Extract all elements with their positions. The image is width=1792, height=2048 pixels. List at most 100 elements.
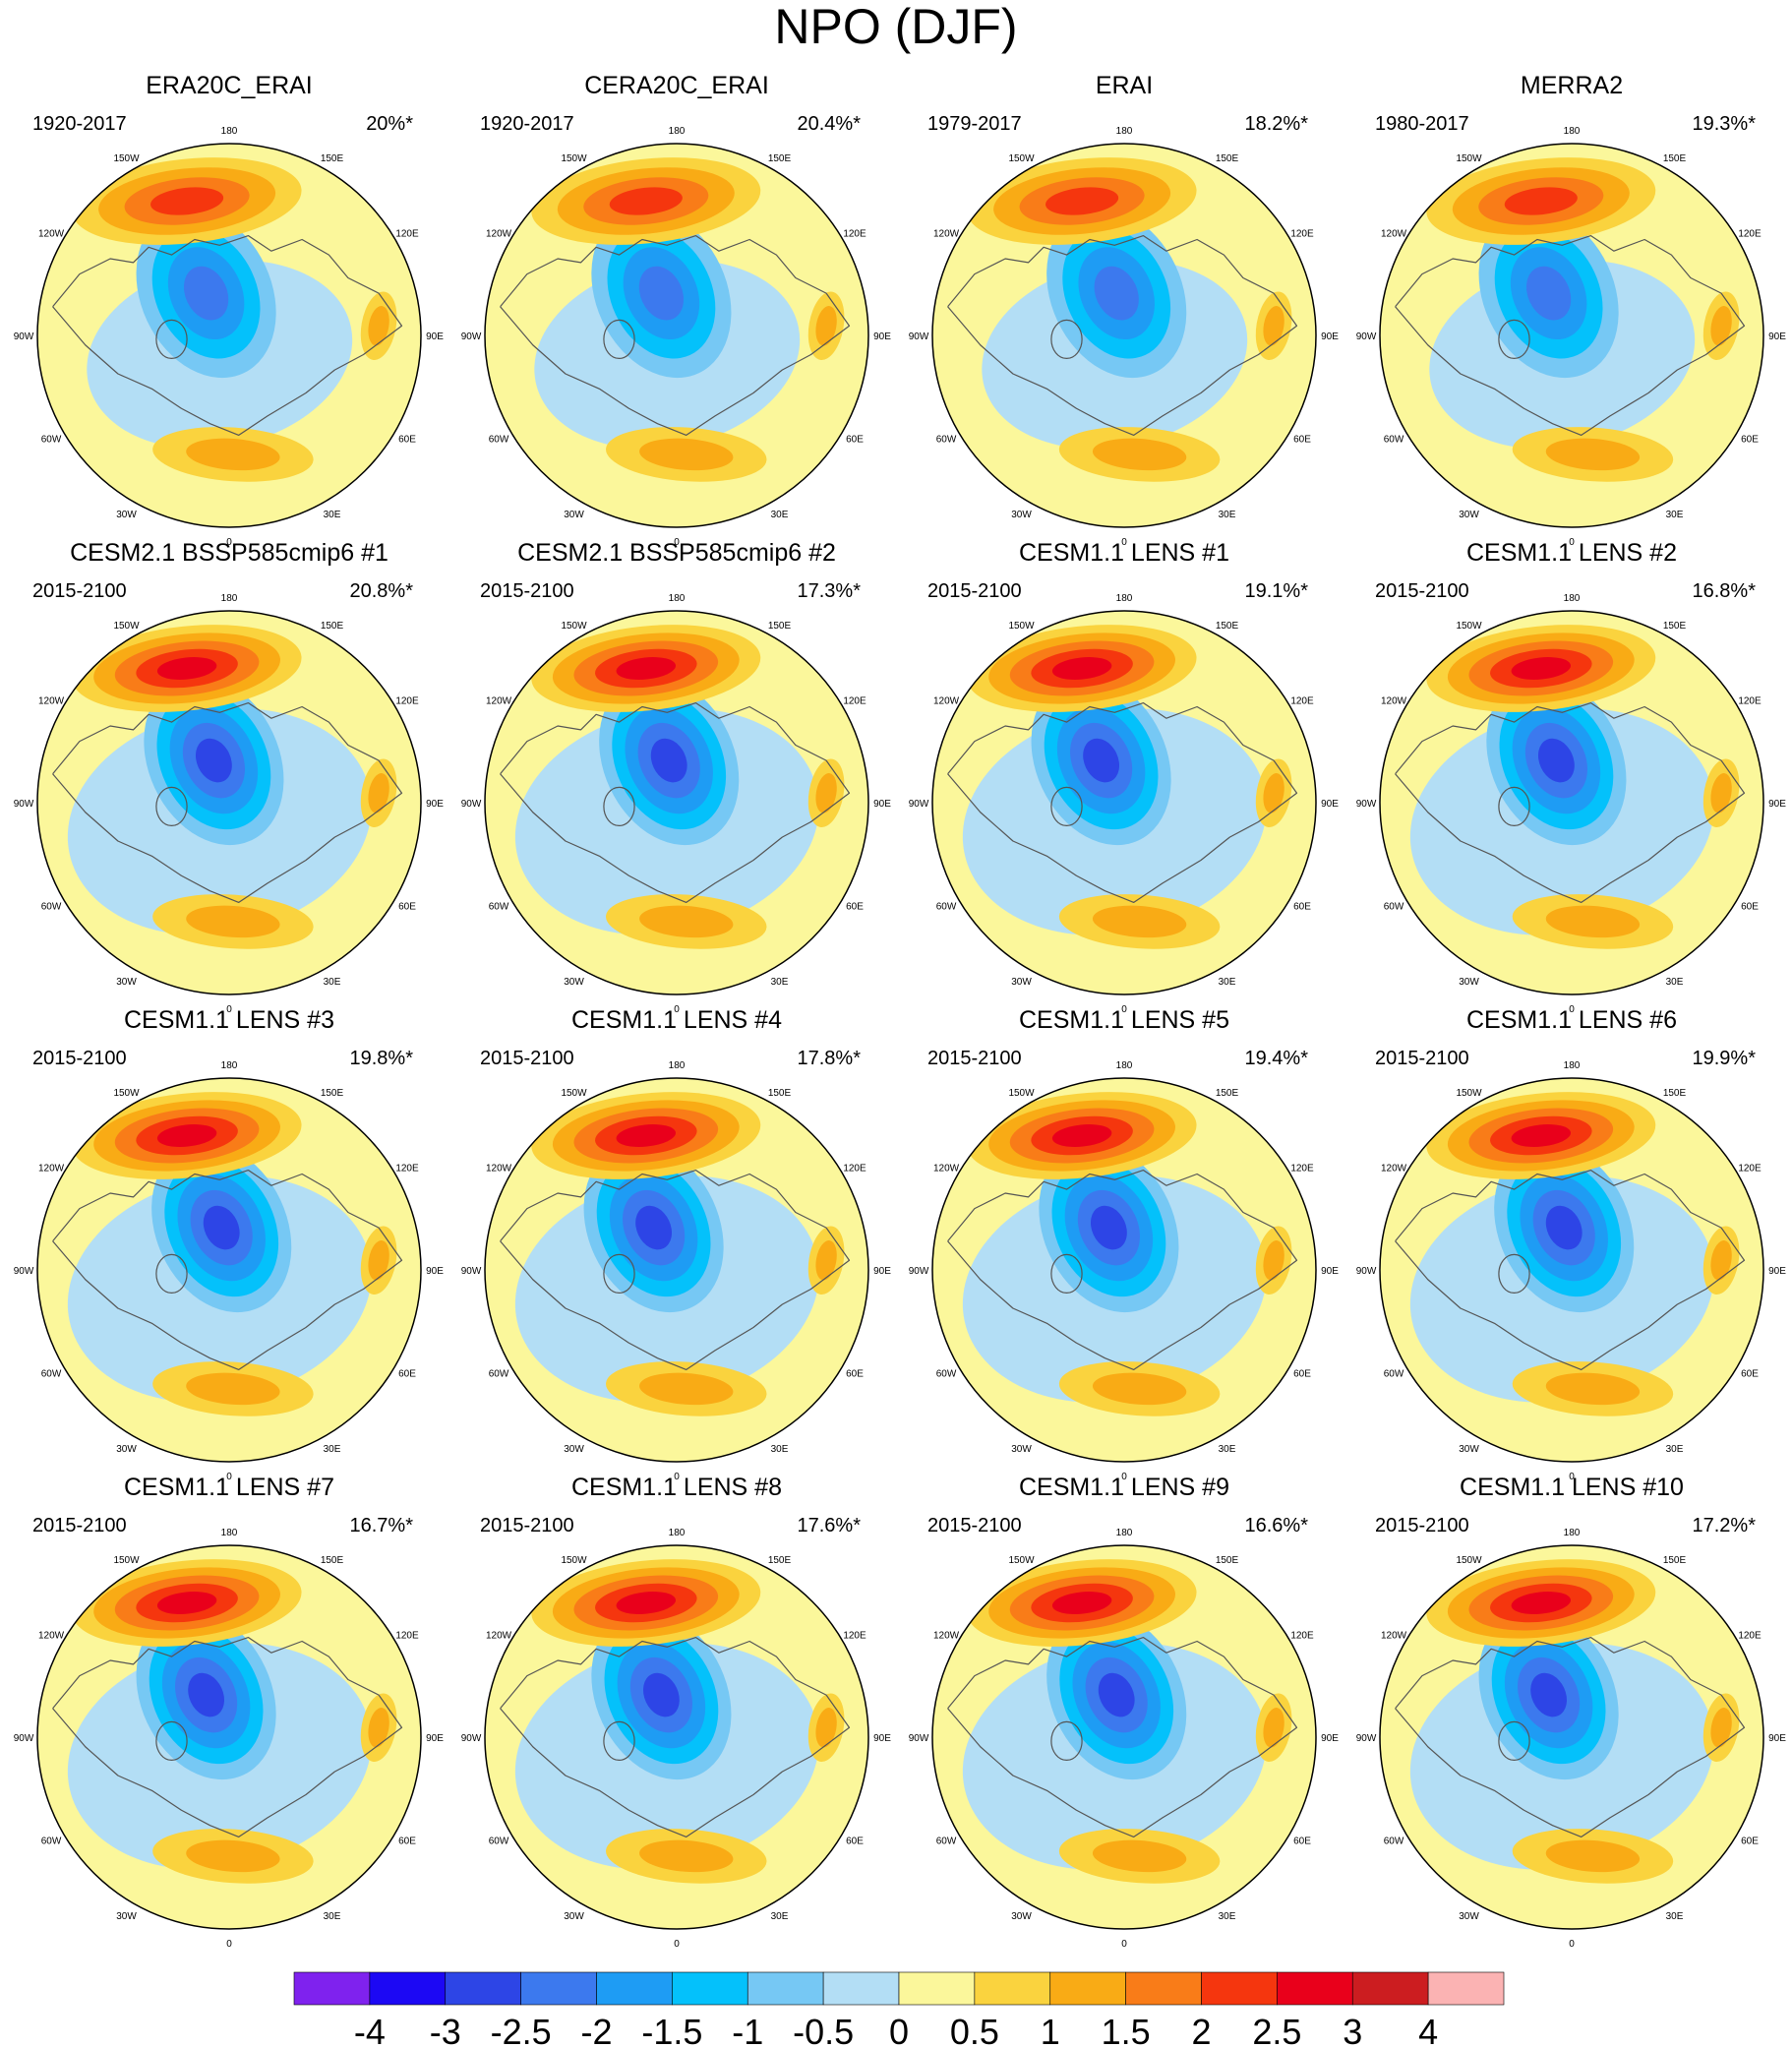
panel-variance: 16.6%* bbox=[1245, 1515, 1309, 1536]
longitude-label: 30E bbox=[1219, 1911, 1236, 1922]
longitude-label: 180 bbox=[1564, 1528, 1581, 1538]
longitude-label: 120E bbox=[1738, 1164, 1762, 1175]
pos-atlantic-contour bbox=[186, 438, 280, 471]
pos-atlantic-contour bbox=[1092, 1372, 1187, 1406]
longitude-label: 60W bbox=[41, 1837, 62, 1847]
coastline bbox=[500, 1636, 851, 1838]
colorbar-tick-label: -2.5 bbox=[491, 2012, 552, 2048]
panel-period: 1920-2017 bbox=[32, 113, 127, 135]
pos-atlantic-contour bbox=[639, 1372, 734, 1406]
map-border bbox=[931, 1544, 1317, 1930]
polar-map: 180 150E 120E 90E 60E 30E 0 30W 60W 90W 120W 150W bbox=[909, 593, 1340, 1015]
polar-map: 180 150E 120E 90E 60E 30E 0 30W 60W 90W 120W 150W bbox=[909, 126, 1340, 548]
panel-title: CESM1.1 LENS #1 bbox=[1019, 539, 1229, 567]
panel-variance: 16.7%* bbox=[350, 1515, 414, 1536]
panel-period: 2015-2100 bbox=[927, 580, 1022, 602]
longitude-label: 180 bbox=[669, 1060, 686, 1071]
map-panel: CESM1.1 LENS #6 2015-2100 19.9%* 180 150E 120… bbox=[1356, 1006, 1787, 1482]
panel-title: CESM1.1 LENS #3 bbox=[124, 1006, 334, 1034]
longitude-label: 150W bbox=[1456, 1088, 1482, 1099]
neg-center-contour bbox=[1098, 1672, 1135, 1717]
pos-asia-contour bbox=[815, 306, 837, 346]
longitude-label: 60E bbox=[1741, 1837, 1759, 1847]
colorbar-swatch bbox=[1277, 1971, 1353, 2006]
longitude-label: 150W bbox=[113, 1555, 140, 1566]
polar-map: 180 150E 120E 90E 60E 30E 0 30W 60W 90W 120W 150W bbox=[461, 593, 892, 1015]
longitude-label: 60E bbox=[1741, 1369, 1759, 1380]
longitude-label: 30E bbox=[1666, 1911, 1684, 1922]
greenland-outline bbox=[155, 1253, 188, 1294]
coastline bbox=[500, 1169, 851, 1371]
map-panel: CESM1.1 LENS #2 2015-2100 16.8%* 180 150E 120… bbox=[1356, 539, 1787, 1015]
longitude-label: 90E bbox=[426, 799, 444, 810]
map-panel: CESM1.1 LENS #7 2015-2100 16.7%* 180 150E 120… bbox=[14, 1474, 445, 1950]
longitude-label: 60W bbox=[1384, 1837, 1404, 1847]
longitude-label: 120E bbox=[1290, 1164, 1314, 1175]
longitude-label: 90W bbox=[909, 1733, 929, 1744]
longitude-label: 90E bbox=[1321, 799, 1339, 810]
longitude-label: 90W bbox=[14, 1733, 34, 1744]
colorbar-tick-label: -2 bbox=[580, 2012, 612, 2048]
longitude-label: 90E bbox=[1321, 1733, 1339, 1744]
longitude-label: 30W bbox=[116, 977, 137, 988]
longitude-label: 60E bbox=[398, 435, 416, 446]
coastline bbox=[1395, 1636, 1746, 1838]
longitude-label: 150W bbox=[561, 1088, 587, 1099]
longitude-label: 30W bbox=[564, 977, 584, 988]
panel-variance: 19.4%* bbox=[1245, 1048, 1309, 1069]
panel-title: CESM1.1 LENS #9 bbox=[1019, 1474, 1229, 1501]
pos-pacific-contour bbox=[616, 1123, 676, 1148]
map-border bbox=[484, 610, 869, 995]
longitude-label: 120E bbox=[395, 1631, 419, 1642]
longitude-label: 150E bbox=[321, 1555, 344, 1566]
longitude-label: 0 bbox=[1569, 1004, 1575, 1015]
longitude-label: 60W bbox=[41, 902, 62, 913]
longitude-label: 60W bbox=[41, 435, 62, 446]
panel-title: CESM1.1 LENS #10 bbox=[1460, 1474, 1684, 1501]
longitude-label: 30W bbox=[1011, 1444, 1032, 1455]
longitude-label: 150E bbox=[768, 1555, 792, 1566]
neg-center-contour bbox=[195, 738, 232, 783]
longitude-label: 120W bbox=[1381, 229, 1407, 240]
longitude-label: 150W bbox=[113, 153, 140, 164]
longitude-label: 180 bbox=[1116, 1060, 1133, 1071]
neg-center-contour bbox=[203, 1205, 240, 1250]
longitude-label: 30W bbox=[116, 1911, 137, 1922]
coastline bbox=[52, 234, 403, 437]
panel-title: CESM1.1 LENS #4 bbox=[571, 1006, 782, 1034]
longitude-label: 180 bbox=[669, 126, 686, 137]
pos-atlantic-contour bbox=[1545, 438, 1641, 471]
coastline bbox=[947, 234, 1298, 437]
map-border bbox=[1379, 1544, 1764, 1930]
longitude-label: 90E bbox=[1768, 331, 1786, 342]
longitude-label: 150E bbox=[1216, 153, 1239, 164]
map-panel: CERA20C_ERAI 1920-2017 20.4%* 180 150E 120E 90… bbox=[461, 72, 892, 548]
polar-map: 180 150E 120E 90E 60E 30E 0 30W 60W 90W 120W 150W bbox=[14, 593, 445, 1015]
longitude-label: 0 bbox=[674, 1472, 680, 1482]
longitude-label: 150E bbox=[768, 621, 792, 632]
pos-asia-contour bbox=[1263, 773, 1284, 813]
longitude-label: 30E bbox=[324, 1911, 341, 1922]
longitude-label: 120W bbox=[933, 1164, 960, 1175]
longitude-label: 60E bbox=[846, 1837, 864, 1847]
pos-pacific-contour bbox=[156, 1123, 217, 1148]
panel-variance: 20.8%* bbox=[350, 580, 414, 602]
longitude-label: 150E bbox=[768, 153, 792, 164]
pos-pacific-contour bbox=[1511, 1591, 1571, 1615]
longitude-label: 180 bbox=[669, 1528, 686, 1538]
longitude-label: 90W bbox=[1356, 799, 1377, 810]
longitude-label: 150E bbox=[1216, 1088, 1239, 1099]
longitude-label: 30E bbox=[324, 1444, 341, 1455]
longitude-label: 60W bbox=[936, 902, 957, 913]
polar-map: 180 150E 120E 90E 60E 30E 0 30W 60W 90W 120W 150W bbox=[14, 126, 445, 548]
map-border bbox=[1379, 610, 1764, 995]
panel-period: 2015-2100 bbox=[1375, 1048, 1469, 1069]
longitude-label: 150W bbox=[1456, 621, 1482, 632]
longitude-label: 60W bbox=[489, 1837, 509, 1847]
pos-asia-contour bbox=[1263, 1240, 1284, 1281]
panel-title: CESM2.1 BSSP585cmip6 #1 bbox=[70, 539, 388, 567]
longitude-label: 90W bbox=[14, 331, 34, 342]
map-border bbox=[36, 143, 422, 528]
greenland-outline bbox=[155, 319, 188, 359]
coastline bbox=[1395, 234, 1746, 437]
